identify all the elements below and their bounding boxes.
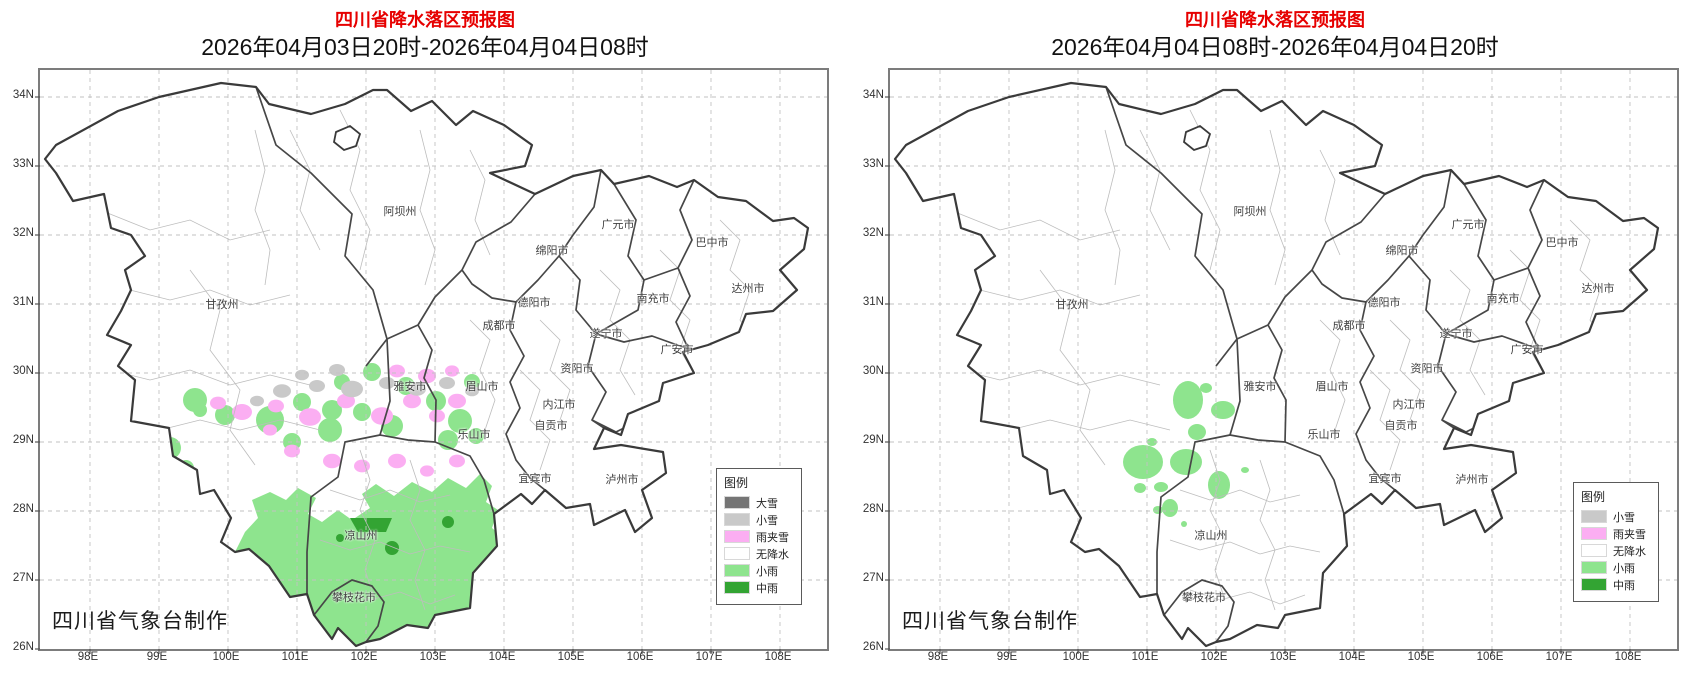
- y-tick-label: 31N: [862, 296, 884, 308]
- y-axis: 34N 33N 32N 31N 30N 29N 28N 27N 26N: [0, 68, 34, 653]
- x-tick-label: 106E: [1476, 651, 1504, 663]
- y-tick-label: 32N: [862, 227, 884, 239]
- legend-item: 小雨: [724, 564, 794, 578]
- sichuan-map: [35, 70, 827, 654]
- x-tick-label: 101E: [1131, 651, 1159, 663]
- x-tick-label: 108E: [764, 651, 792, 663]
- y-tick-label: 32N: [12, 227, 34, 239]
- map-plot-area: 阿坝州 甘孜州 广元市 绵阳市 巴中市 达州市 南充市 德阳市 成都市 遂宁市 广安市 资阳市 雅安市眉…: [885, 68, 1679, 654]
- legend-items: 大雪 小雪 雨夹雪 无降水: [724, 496, 794, 595]
- x-tick-label: 105E: [557, 651, 585, 663]
- forecast-panel-day: 四川省降水落区预报图 2026年04月04日08时-2026年04月04日20时…: [850, 0, 1700, 681]
- legend-swatch: [724, 530, 750, 543]
- legend-swatch: [724, 547, 750, 560]
- legend-item-label: 大雪: [756, 497, 778, 510]
- y-tick-label: 30N: [12, 365, 34, 377]
- map-subtitle: 2026年04月04日08时-2026年04月04日20时: [1051, 34, 1499, 60]
- x-tick-label: 99E: [996, 651, 1018, 663]
- y-tick-label: 27N: [12, 572, 34, 584]
- legend-swatch: [1581, 561, 1607, 574]
- x-tick-label: 103E: [1269, 651, 1297, 663]
- y-tick-label: 29N: [862, 434, 884, 446]
- legend-item: 中雨: [1581, 578, 1651, 592]
- y-tick-label: 33N: [862, 158, 884, 170]
- x-tick-label: 98E: [927, 651, 949, 663]
- x-tick-label: 107E: [695, 651, 723, 663]
- y-tick-label: 29N: [12, 434, 34, 446]
- sichuan-map: [885, 70, 1677, 654]
- legend-items: 小雪 雨夹雪 无降水 小雨: [1581, 510, 1651, 592]
- legend-item: 小雨: [1581, 561, 1651, 575]
- x-tick-label: 104E: [1338, 651, 1366, 663]
- x-tick-label: 102E: [350, 651, 378, 663]
- legend-title: 图例: [1581, 490, 1606, 504]
- x-tick-label: 106E: [626, 651, 654, 663]
- x-tick-label: 100E: [1062, 651, 1090, 663]
- map-title: 四川省降水落区预报图: [1185, 10, 1365, 30]
- legend-item-label: 雨夹雪: [1613, 528, 1646, 541]
- credit-text: 四川省气象台制作: [52, 610, 228, 633]
- legend-item-label: 中雨: [1613, 579, 1635, 592]
- legend-item-label: 小雪: [756, 514, 778, 527]
- legend: 图例 小雪 雨夹雪 无降水: [1573, 482, 1659, 602]
- x-tick-label: 99E: [146, 651, 168, 663]
- x-tick-label: 102E: [1200, 651, 1228, 663]
- legend-swatch: [724, 496, 750, 509]
- legend-swatch: [1581, 544, 1607, 557]
- legend-item-label: 雨夹雪: [756, 531, 789, 544]
- forecast-panel-night: 四川省降水落区预报图 2026年04月03日20时-2026年04月04日08时…: [0, 10, 829, 667]
- legend-item-label: 无降水: [756, 548, 789, 561]
- y-axis: 34N 33N 32N 31N 30N 29N 28N 27N 26N: [850, 68, 884, 653]
- x-tick-label: 98E: [77, 651, 99, 663]
- legend-item: 无降水: [724, 547, 794, 561]
- legend-item: 中雨: [724, 581, 794, 595]
- legend-item: 小雪: [1581, 510, 1651, 524]
- legend-item-label: 无降水: [1613, 545, 1646, 558]
- legend-item-label: 中雨: [756, 582, 778, 595]
- y-tick-label: 28N: [12, 503, 34, 515]
- x-axis: 98E 99E 100E 101E 102E 103E 104E 105E 106E 107E 10…: [38, 651, 825, 667]
- legend-item: 雨夹雪: [724, 530, 794, 544]
- x-tick-label: 107E: [1545, 651, 1573, 663]
- legend-item-label: 小雪: [1613, 511, 1635, 524]
- legend-item: 雨夹雪: [1581, 527, 1651, 541]
- map-title: 四川省降水落区预报图: [335, 10, 515, 30]
- legend-item: 小雪: [724, 513, 794, 527]
- legend-swatch: [1581, 510, 1607, 523]
- legend-swatch: [724, 513, 750, 526]
- legend-item: 大雪: [724, 496, 794, 510]
- x-tick-label: 103E: [419, 651, 447, 663]
- legend-swatch: [724, 581, 750, 594]
- x-axis: 98E 99E 100E 101E 102E 103E 104E 105E 106E 107E 10…: [888, 651, 1675, 667]
- y-tick-label: 31N: [12, 296, 34, 308]
- legend-swatch: [724, 564, 750, 577]
- y-tick-label: 33N: [12, 158, 34, 170]
- map-plot-area: 阿坝州 甘孜州 广元市 绵阳市 巴中市 达州市 南充市 德阳市 成都市 遂宁市 广安市 资阳市 雅安市眉…: [35, 68, 829, 654]
- map-subtitle: 2026年04月03日20时-2026年04月04日08时: [201, 34, 649, 60]
- x-tick-label: 108E: [1614, 651, 1642, 663]
- y-tick-label: 26N: [12, 641, 34, 653]
- y-tick-label: 26N: [862, 641, 884, 653]
- legend-item-label: 小雨: [756, 565, 778, 578]
- x-tick-label: 100E: [212, 651, 240, 663]
- x-tick-label: 104E: [488, 651, 516, 663]
- legend-item-label: 小雨: [1613, 562, 1635, 575]
- credit-text: 四川省气象台制作: [902, 610, 1078, 633]
- y-tick-label: 34N: [862, 89, 884, 101]
- y-tick-label: 27N: [862, 572, 884, 584]
- legend-item: 无降水: [1581, 544, 1651, 558]
- legend-swatch: [1581, 527, 1607, 540]
- legend: 图例 大雪 小雪 雨夹雪: [716, 468, 802, 605]
- x-tick-label: 105E: [1407, 651, 1435, 663]
- legend-title: 图例: [724, 476, 749, 490]
- y-tick-label: 34N: [12, 89, 34, 101]
- y-tick-label: 30N: [862, 365, 884, 377]
- y-tick-label: 28N: [862, 503, 884, 515]
- legend-swatch: [1581, 578, 1607, 591]
- x-tick-label: 101E: [281, 651, 309, 663]
